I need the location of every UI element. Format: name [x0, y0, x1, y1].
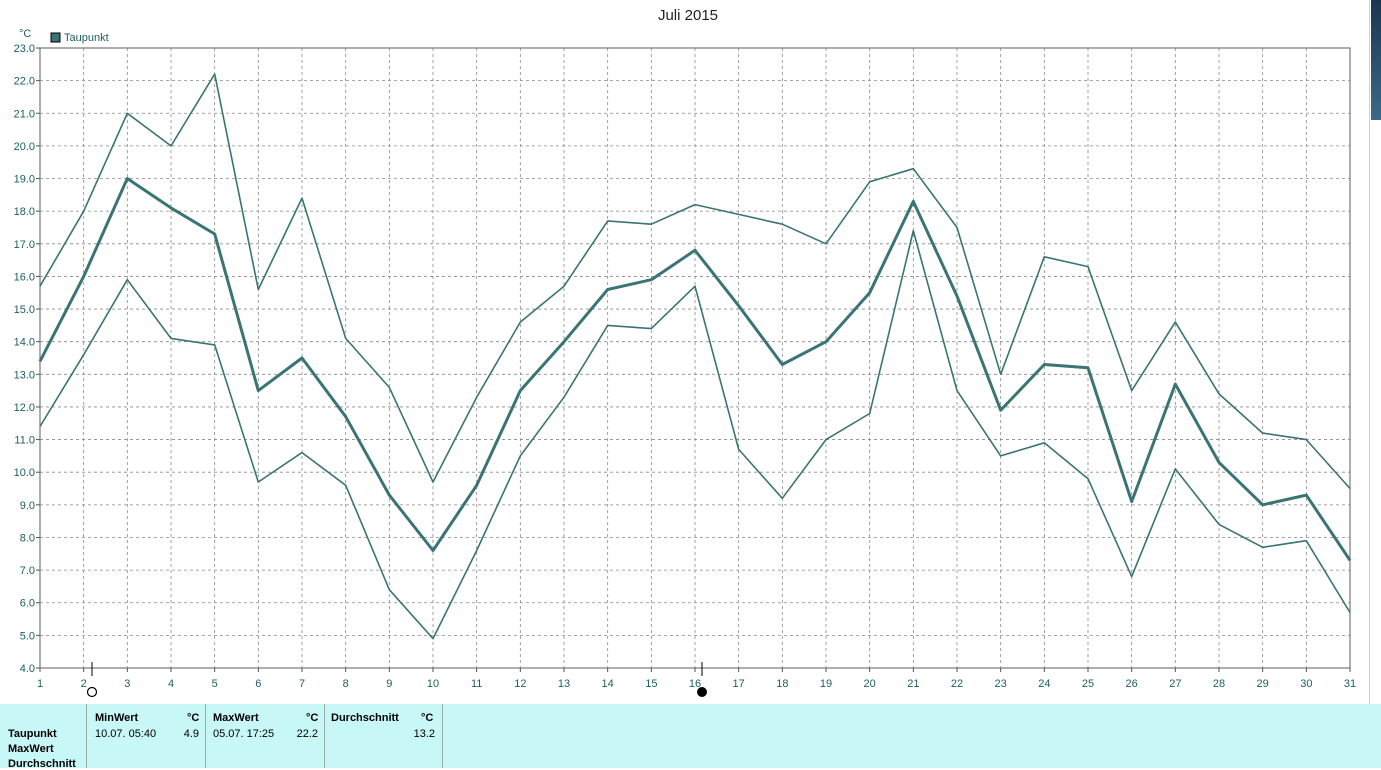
- y-tick-label: 10.0: [14, 467, 35, 479]
- y-tick-label: 14.0: [14, 337, 35, 349]
- x-tick-label: 5: [212, 678, 218, 690]
- stat-column-max: MaxWert °C 05.07. 17:25 22.2: [205, 704, 324, 768]
- x-tick-label: 10: [427, 678, 439, 690]
- y-tick-label: 12.0: [14, 402, 35, 414]
- max-value: 22.2: [296, 728, 318, 740]
- x-tick-label: 4: [168, 678, 174, 690]
- x-tick-label: 27: [1169, 678, 1181, 690]
- x-tick-label: 13: [558, 678, 570, 690]
- x-tick-label: 28: [1213, 678, 1225, 690]
- start-marker-icon: [86, 686, 98, 698]
- x-tick-label: 11: [471, 678, 482, 690]
- x-tick-label: 8: [343, 678, 349, 690]
- y-tick-label: 13.0: [14, 369, 35, 381]
- avg-value: 13.2: [413, 728, 435, 740]
- row-label-durchschnitt: Durchschnitt: [8, 758, 76, 770]
- y-tick-label: 16.0: [14, 271, 35, 283]
- x-tick-label: 19: [820, 678, 832, 690]
- x-tick-label: 6: [255, 678, 261, 690]
- right-side-strip: [1371, 0, 1381, 120]
- x-tick-label: 30: [1300, 678, 1312, 690]
- legend: Taupunkt: [50, 32, 109, 44]
- row-label-taupunkt: Taupunkt: [8, 728, 57, 740]
- grid: [40, 48, 1350, 668]
- y-axis-unit: °C: [19, 28, 31, 40]
- current-marker-icon: [697, 687, 707, 697]
- stat-column-min: MinWert °C 10.07. 05:40 4.9: [86, 704, 205, 768]
- right-scrollbar[interactable]: [1369, 0, 1381, 704]
- avg-unit: °C: [421, 712, 434, 724]
- chart-title: Juli 2015: [658, 7, 718, 24]
- legend-label: Taupunkt: [64, 32, 109, 44]
- x-tick-label: 18: [776, 678, 788, 690]
- x-tick-label: 21: [907, 678, 919, 690]
- chart: Juli 2015 °C Taupunkt 4.0 5.0 6.0 7.0 8.0 9.0…: [14, 7, 1356, 698]
- x-tick-label: 15: [645, 678, 657, 690]
- y-tick-label: 19.0: [14, 174, 35, 186]
- x-tick-label: 9: [386, 678, 392, 690]
- series-lines: [38, 73, 1352, 640]
- min-unit: °C: [187, 712, 200, 724]
- x-axis: 1 2 3 4 5 6 7 8 9 10 11 12 13 14 15 16 17 18 19 20 21 22 23 24 2…: [37, 668, 1356, 690]
- y-tick-label: 15.0: [14, 304, 35, 316]
- markers: [86, 662, 707, 698]
- x-tick-label: 24: [1038, 678, 1050, 690]
- min-header: MinWert: [95, 712, 139, 724]
- y-tick-label: 7.0: [20, 565, 35, 577]
- max-header: MaxWert: [213, 712, 259, 724]
- x-tick-label: 7: [299, 678, 305, 690]
- row-labels: Taupunkt MaxWert Durchschnitt: [0, 704, 86, 770]
- x-tick-label: 2: [81, 678, 87, 690]
- x-tick-label: 12: [514, 678, 526, 690]
- y-tick-label: 11.0: [14, 435, 35, 447]
- x-tick-label: 17: [733, 678, 745, 690]
- y-tick-label: 9.0: [20, 500, 35, 512]
- y-axis: 4.0 5.0 6.0 7.0 8.0 9.0 10.0 11.0 12.0 13.0 14.0 15…: [14, 43, 40, 675]
- avg-header: Durchschnitt: [331, 712, 399, 724]
- stat-column-avg: Durchschnitt °C 13.2: [324, 704, 443, 768]
- x-tick-label: 31: [1344, 678, 1356, 690]
- x-tick-label: 23: [995, 678, 1007, 690]
- y-tick-label: 17.0: [14, 239, 35, 251]
- min-value: 4.9: [183, 728, 199, 740]
- y-tick-label: 21.0: [14, 108, 35, 120]
- x-tick-label: 26: [1126, 678, 1138, 690]
- y-tick-label: 23.0: [14, 43, 35, 55]
- y-tick-label: 22.0: [14, 76, 35, 88]
- x-tick-label: 1: [37, 678, 43, 690]
- stats-panel: Taupunkt MaxWert Durchschnitt MinWert °C…: [0, 704, 1381, 770]
- series-line-min: [39, 229, 1351, 640]
- y-tick-label: 5.0: [20, 630, 35, 642]
- series-line-max: [39, 73, 1351, 490]
- y-tick-label: 8.0: [20, 532, 35, 544]
- max-time: 05.07. 17:25: [213, 728, 275, 740]
- y-tick-label: 4.0: [20, 663, 35, 675]
- x-tick-label: 20: [864, 678, 876, 690]
- x-tick-label: 16: [689, 678, 701, 690]
- x-tick-label: 29: [1257, 678, 1269, 690]
- legend-swatch: [50, 32, 61, 43]
- x-tick-label: 25: [1082, 678, 1094, 690]
- max-unit: °C: [306, 712, 319, 724]
- min-time: 10.07. 05:40: [95, 728, 157, 740]
- y-tick-label: 20.0: [14, 141, 35, 153]
- x-tick-label: 14: [602, 678, 614, 690]
- row-label-maxwert: MaxWert: [8, 743, 54, 755]
- y-tick-label: 6.0: [20, 598, 35, 610]
- y-tick-label: 18.0: [14, 206, 35, 218]
- x-tick-label: 22: [951, 678, 963, 690]
- series-line-avg: [38, 177, 1352, 562]
- x-tick-label: 3: [124, 678, 130, 690]
